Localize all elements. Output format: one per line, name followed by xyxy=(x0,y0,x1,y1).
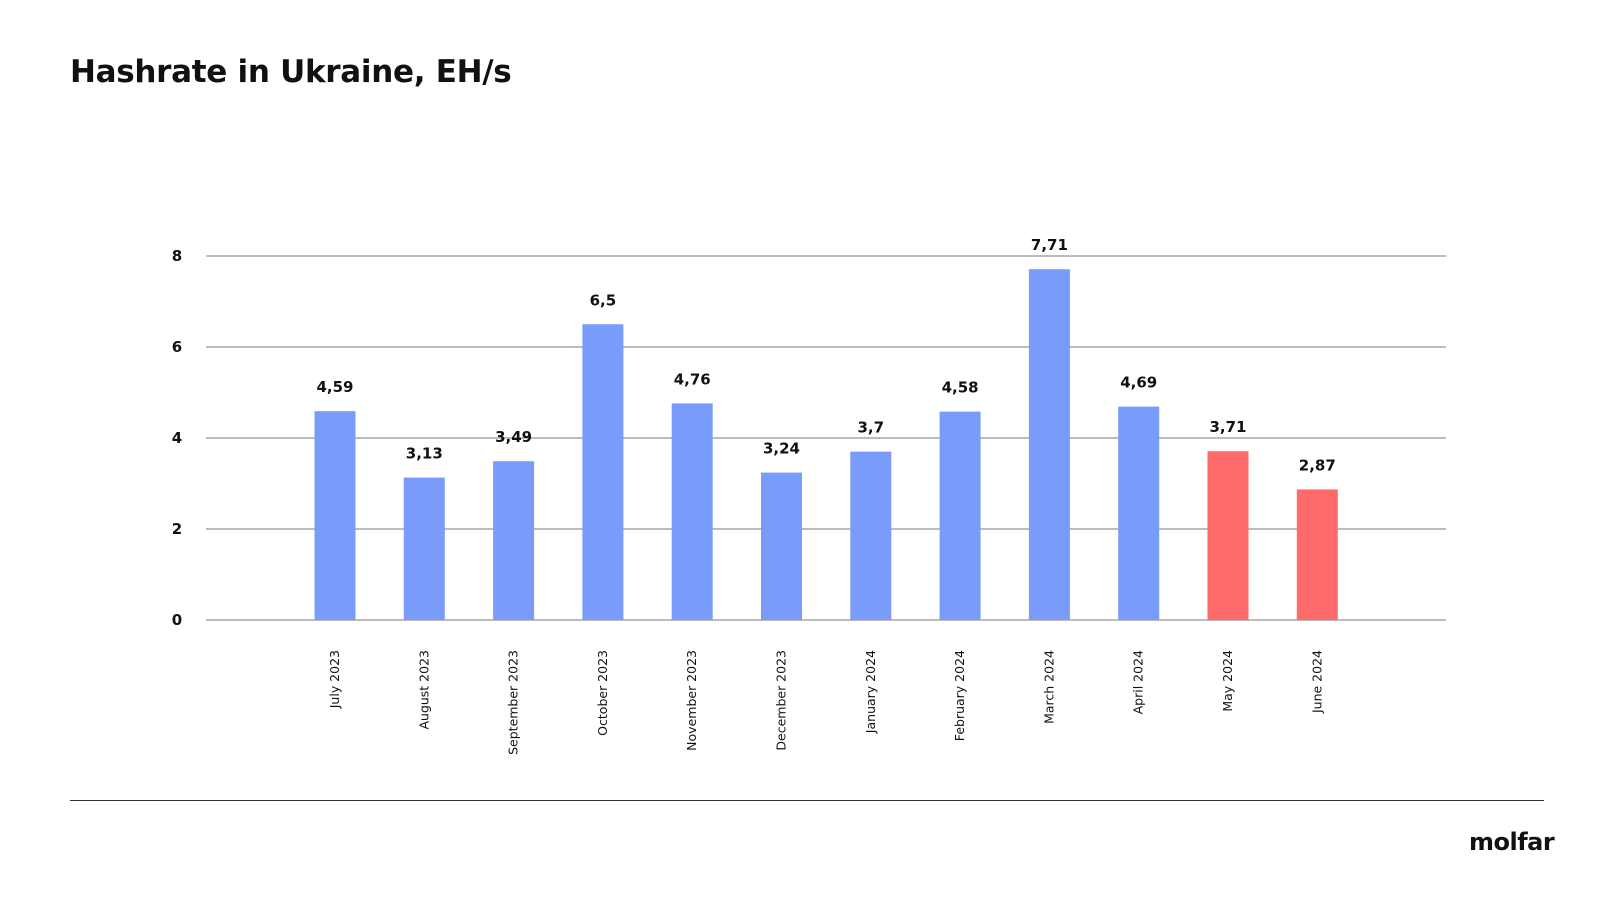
bar-july-2023 xyxy=(314,411,356,620)
bar-december-2023 xyxy=(761,472,802,620)
data-label: 4,69 xyxy=(1120,374,1157,392)
bars xyxy=(314,269,1338,620)
bar-march-2024 xyxy=(1028,269,1070,620)
x-tick-label: July 2023 xyxy=(327,650,342,709)
x-tick-label: November 2023 xyxy=(684,650,699,751)
data-label: 3,71 xyxy=(1209,418,1246,436)
molfar-logo: molfar xyxy=(1469,828,1555,856)
gridlines xyxy=(206,255,1446,621)
bar-june-2024 xyxy=(1296,489,1338,620)
x-tick-label: April 2024 xyxy=(1131,650,1146,714)
data-label: 4,76 xyxy=(674,370,711,388)
bar-september-2023 xyxy=(493,461,535,620)
data-label: 3,13 xyxy=(406,445,443,463)
x-tick-label: February 2024 xyxy=(952,650,967,741)
x-tick-label: August 2023 xyxy=(416,650,431,730)
x-tick-label: September 2023 xyxy=(506,650,521,755)
y-tick-label: 0 xyxy=(172,611,182,629)
data-label: 3,49 xyxy=(495,428,532,446)
bar-february-2024 xyxy=(939,411,981,620)
y-axis-ticks: 0 2 4 6 8 xyxy=(172,247,182,629)
data-label: 4,59 xyxy=(316,378,353,396)
x-tick-label: January 2024 xyxy=(863,650,878,734)
y-tick-label: 4 xyxy=(172,429,182,447)
x-tick-label: May 2024 xyxy=(1220,650,1235,712)
bar-october-2023 xyxy=(582,324,624,620)
footer-divider xyxy=(70,800,1544,801)
x-tick-label: March 2024 xyxy=(1041,650,1056,724)
y-tick-label: 8 xyxy=(172,247,182,265)
y-tick-label: 2 xyxy=(172,520,182,538)
y-tick-label: 6 xyxy=(172,338,182,356)
bar-january-2024 xyxy=(850,451,892,620)
bar-april-2024 xyxy=(1118,406,1160,620)
bar-november-2023 xyxy=(671,403,713,620)
data-label: 2,87 xyxy=(1299,456,1336,474)
page-title: Hashrate in Ukraine, EH/s xyxy=(70,54,512,90)
x-tick-label: June 2024 xyxy=(1309,650,1324,714)
x-tick-label: October 2023 xyxy=(595,650,610,736)
data-label: 3,7 xyxy=(858,419,885,437)
x-axis-category-labels: July 2023 August 2023 September 2023 Octobe… xyxy=(327,650,1324,755)
bar-august-2023 xyxy=(403,477,445,620)
bar-may-2024 xyxy=(1207,451,1249,620)
data-label: 7,71 xyxy=(1031,236,1068,254)
data-labels: 4,59 3,13 3,49 6,5 4,76 3,24 3,7 4,58 7,71 4,69 3,… xyxy=(316,236,1335,474)
data-label: 4,58 xyxy=(942,379,979,397)
x-tick-label: December 2023 xyxy=(774,650,789,751)
data-label: 6,5 xyxy=(590,291,617,309)
data-label: 3,24 xyxy=(763,440,800,458)
